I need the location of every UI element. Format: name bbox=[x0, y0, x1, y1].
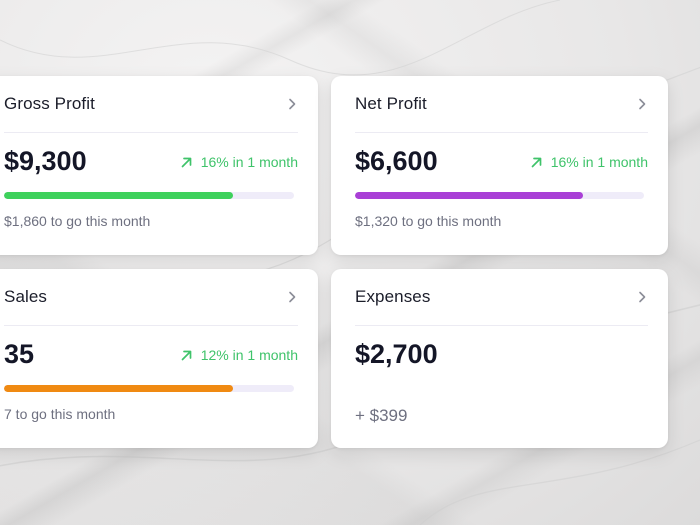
metric-value: $9,300 bbox=[4, 146, 87, 176]
arrow-up-right-icon bbox=[181, 350, 192, 360]
trend-indicator: 16% in 1 month bbox=[180, 154, 298, 170]
metric-value: $2,700 bbox=[355, 339, 438, 369]
trend-text: 16% in 1 month bbox=[200, 154, 298, 170]
card-sales: Sales 35 12% in 1 month 7 to go this mon… bbox=[0, 269, 318, 448]
card-header: Gross Profit bbox=[4, 76, 298, 133]
card-title: Net Profit bbox=[355, 94, 427, 113]
chevron-right-icon[interactable] bbox=[636, 291, 648, 303]
progress-subtext: 7 to go this month bbox=[4, 406, 116, 422]
progress-bar bbox=[4, 192, 294, 199]
metric-value: 35 bbox=[4, 339, 35, 369]
progress-bar-fill bbox=[355, 192, 584, 199]
card-title: Sales bbox=[4, 287, 48, 306]
trend-indicator: 16% in 1 month bbox=[530, 154, 648, 170]
progress-bar bbox=[4, 385, 294, 392]
chevron-right-icon[interactable] bbox=[286, 291, 298, 303]
card-header: Sales bbox=[4, 269, 298, 326]
trend-text: 16% in 1 month bbox=[550, 154, 648, 170]
card-title: Expenses bbox=[355, 287, 431, 306]
card-header: Expenses bbox=[355, 269, 648, 326]
card-title: Gross Profit bbox=[4, 94, 95, 113]
chevron-right-icon[interactable] bbox=[636, 98, 648, 110]
progress-bar bbox=[355, 192, 644, 199]
arrow-up-right-icon bbox=[181, 157, 192, 167]
progress-subtext: $1,320 to go this month bbox=[355, 213, 502, 229]
expense-change: + $399 bbox=[355, 406, 408, 425]
arrow-up-right-icon bbox=[531, 157, 542, 167]
card-net-profit: Net Profit $6,600 16% in 1 month $1,320 … bbox=[331, 76, 668, 255]
card-expenses: Expenses $2,700 + $399 bbox=[331, 269, 668, 448]
chevron-right-icon[interactable] bbox=[286, 98, 298, 110]
progress-bar-fill bbox=[4, 385, 234, 392]
trend-indicator: 12% in 1 month bbox=[180, 347, 298, 363]
card-gross-profit: Gross Profit $9,300 16% in 1 month $1,86… bbox=[0, 76, 318, 255]
metric-value: $6,600 bbox=[355, 146, 438, 176]
progress-subtext: $1,860 to go this month bbox=[4, 213, 151, 229]
card-header: Net Profit bbox=[355, 76, 648, 133]
trend-text: 12% in 1 month bbox=[200, 347, 298, 363]
progress-bar-fill bbox=[4, 192, 234, 199]
